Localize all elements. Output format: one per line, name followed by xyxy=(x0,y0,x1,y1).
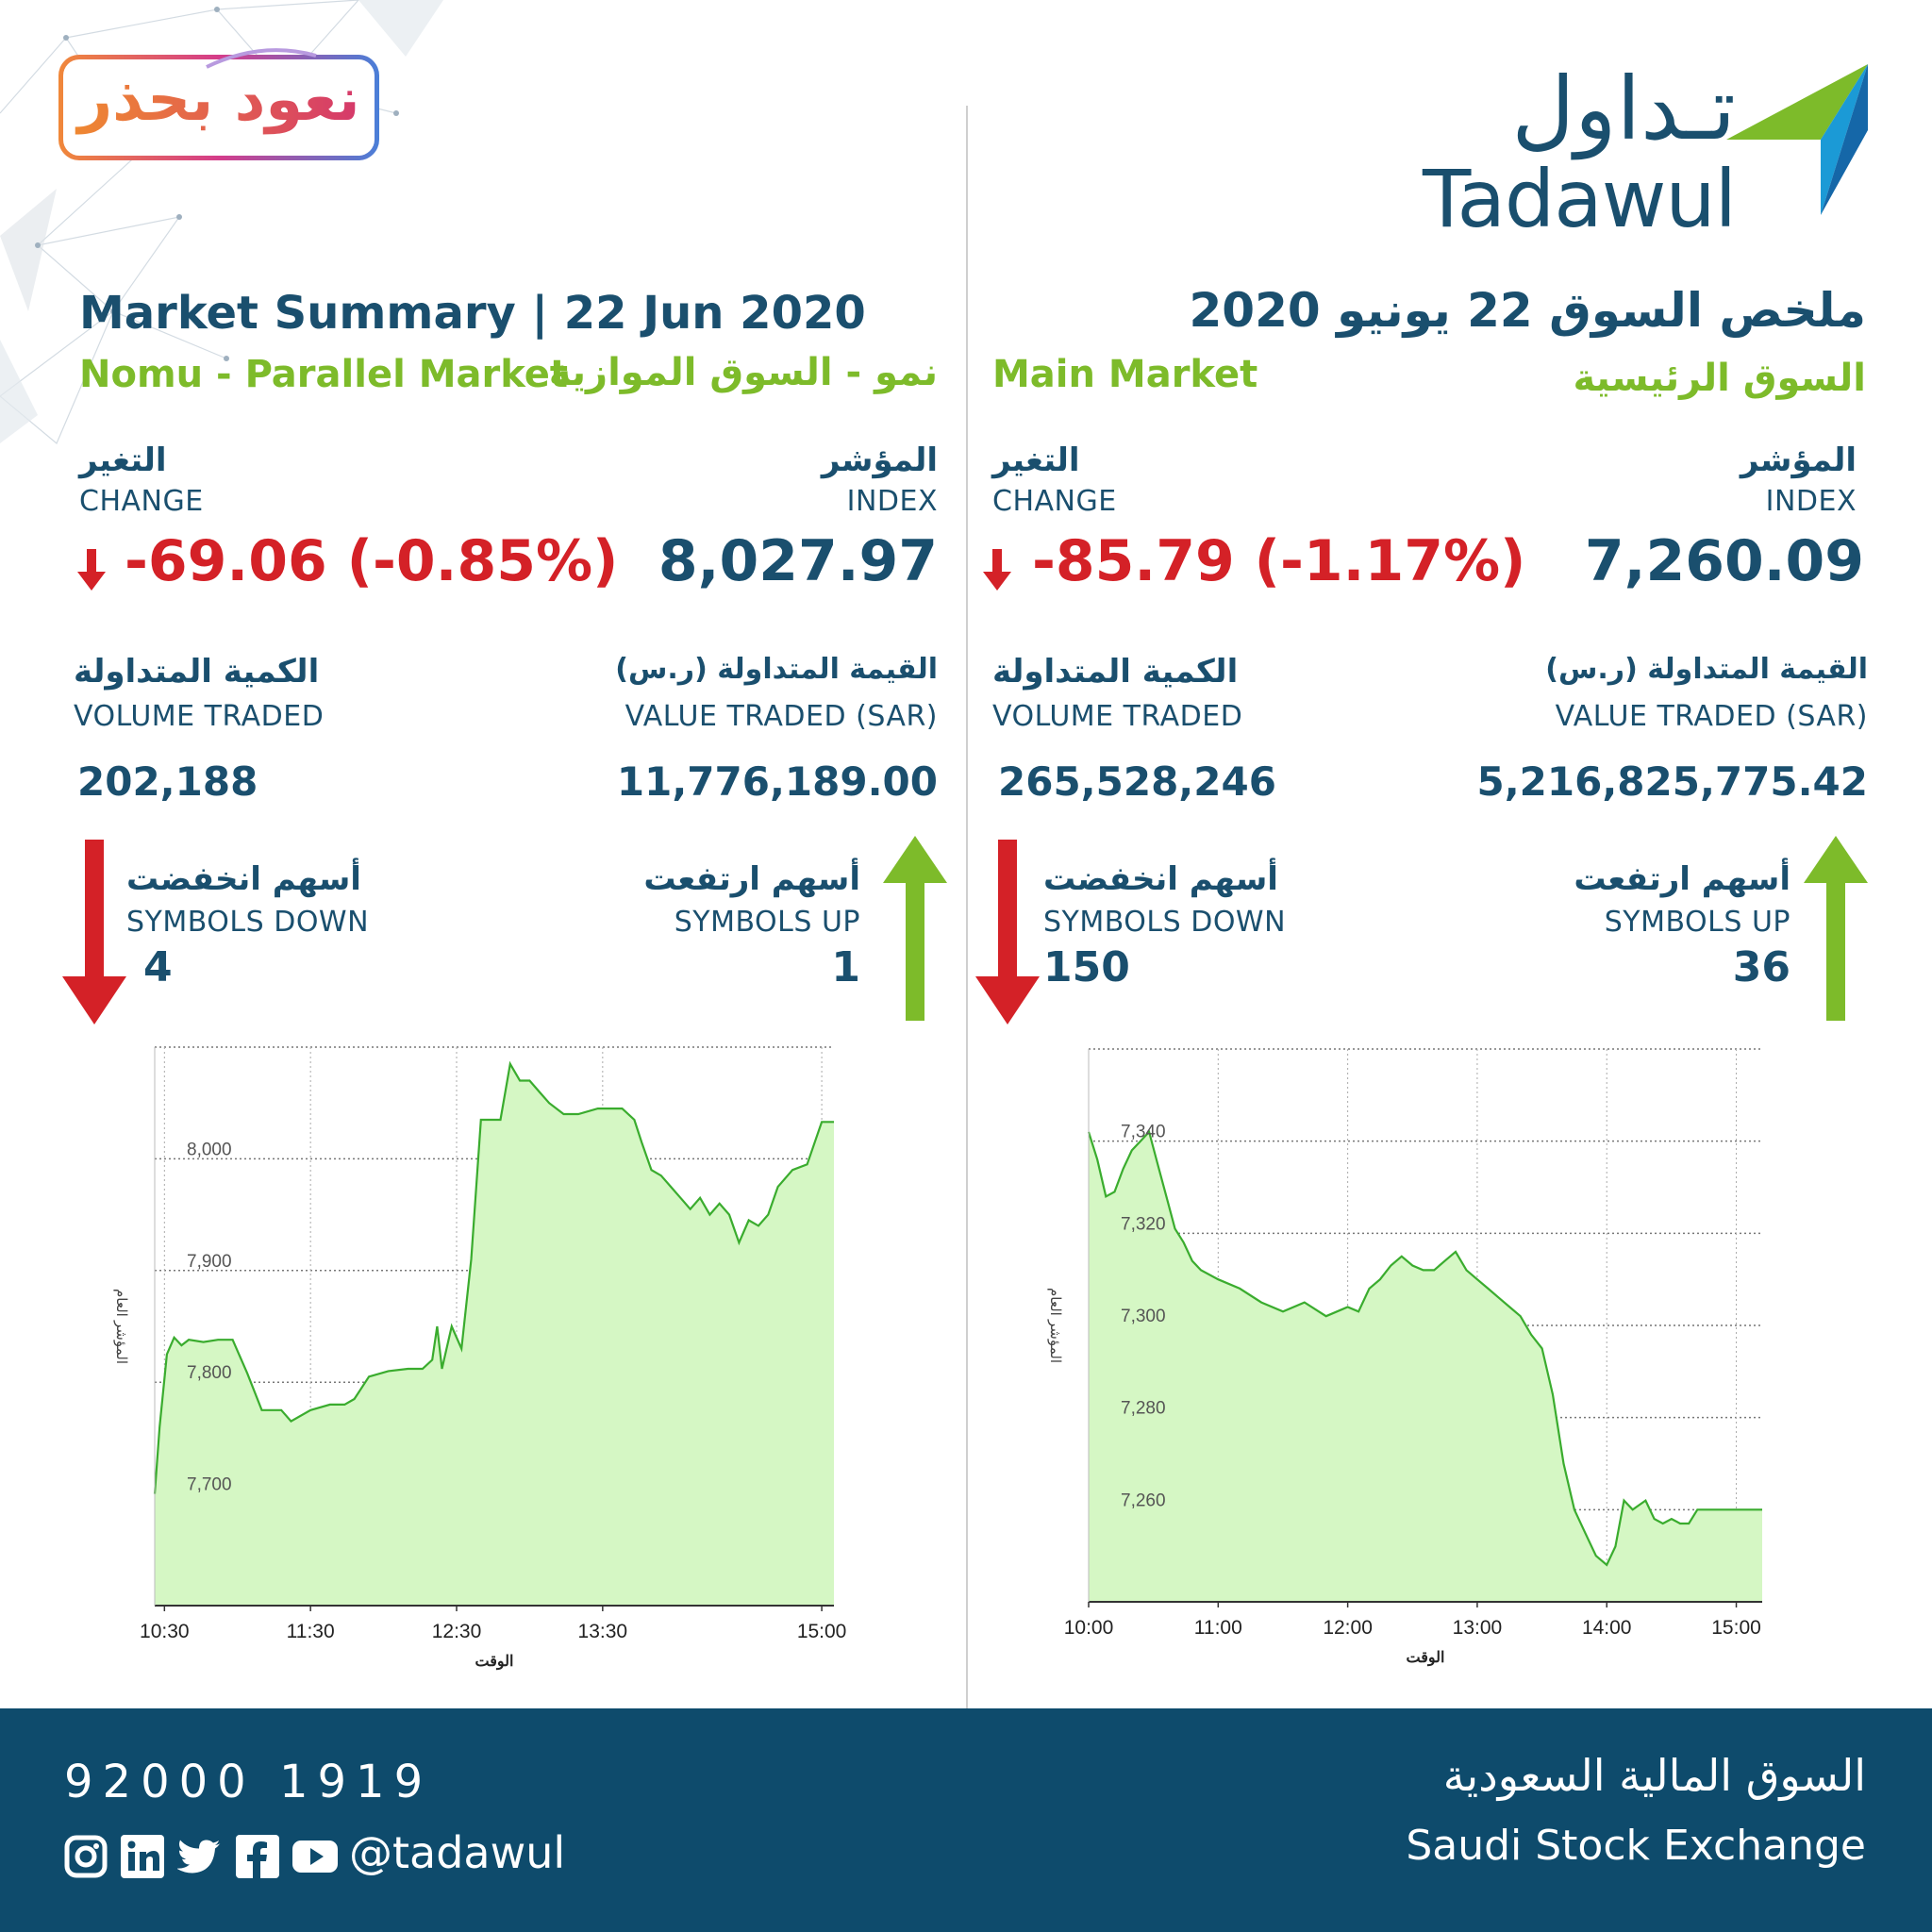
main-name-arabic: السوق الرئيسية xyxy=(1573,357,1866,400)
main-index-label-en: INDEX xyxy=(1765,485,1857,518)
nomu-chart-ytick-label: 7,800 xyxy=(187,1363,232,1383)
title-english: Market Summary | 22 Jun 2020 xyxy=(79,287,866,340)
main-chart-ytick-label: 7,340 xyxy=(1121,1123,1166,1142)
nomu-change-label-en: CHANGE xyxy=(79,485,204,518)
nomu-name-english: Nomu - Parallel Market xyxy=(79,353,569,396)
main-change-value: -85.79 (-1.17%) xyxy=(1032,528,1526,594)
footer-exchange-english: Saudi Stock Exchange xyxy=(1406,1822,1866,1870)
main-volume-label-ar: الكمية المتداولة xyxy=(992,653,1239,691)
nomu-chart-xtick-label: 11:30 xyxy=(287,1621,335,1642)
main-chart-ytick-label: 7,260 xyxy=(1121,1491,1166,1510)
nomu-name-arabic: نمو - السوق الموازية xyxy=(548,351,938,394)
nomu-symbols-up-count: 1 xyxy=(831,943,860,991)
main-change-label-ar: التغير xyxy=(992,441,1080,479)
nomu-index-chart: 7,700 7,800 7,900 8,000 10:30 11:30 12:30 13:30… xyxy=(113,1046,847,1671)
linkedin-icon[interactable] xyxy=(121,1835,164,1878)
twitter-icon[interactable] xyxy=(177,1835,223,1878)
nomu-value-traded: 11,776,189.00 xyxy=(616,758,938,805)
nomu-index-label-ar: المؤشر xyxy=(821,441,938,479)
main-value-label-en: VALUE TRADED (SAR) xyxy=(1555,700,1868,733)
nomu-chart-ytick-label: 7,700 xyxy=(187,1475,232,1495)
main-symbols-up-count: 36 xyxy=(1732,943,1790,991)
nomu-symbols-down-arrow-icon xyxy=(62,840,126,1024)
background-network-pattern xyxy=(0,0,443,444)
main-change-down-arrow-icon xyxy=(983,549,1011,591)
nomu-chart-xtick-label: 15:00 xyxy=(797,1621,847,1642)
nomu-chart-xaxis-title: الوقت xyxy=(475,1654,514,1671)
nomu-chart-area xyxy=(155,1063,834,1606)
main-chart-ytick-label: 7,280 xyxy=(1121,1399,1166,1419)
main-change-label-en: CHANGE xyxy=(992,485,1117,518)
logo-arabic: تـداول xyxy=(1511,58,1736,159)
column-divider xyxy=(966,106,968,1709)
nomu-index-value: 8,027.97 xyxy=(658,528,938,594)
nomu-value-label-en: VALUE TRADED (SAR) xyxy=(625,700,938,733)
main-volume-value: 265,528,246 xyxy=(998,758,1276,805)
nomu-chart-series-line xyxy=(153,1060,834,1494)
tadawul-logo: تـداول Tadawul xyxy=(1423,58,1868,245)
main-symbols-up-label-en: SYMBOLS UP xyxy=(1604,906,1790,939)
main-chart-xaxis-title: الوقت xyxy=(1407,1650,1445,1667)
nomu-chart-xtick-label: 10:30 xyxy=(140,1621,190,1642)
nomu-volume-value: 202,188 xyxy=(77,758,258,805)
nomu-index-label-en: INDEX xyxy=(846,485,938,518)
main-name-english: Main Market xyxy=(992,353,1258,396)
main-chart-xtick-label: 11:00 xyxy=(1194,1617,1242,1639)
main-index-chart: 7,260 7,280 7,300 7,320 7,340 10:00 11:00 12:00… xyxy=(1047,1048,1762,1667)
main-chart-xtick-label: 13:00 xyxy=(1453,1617,1503,1639)
footer-handle[interactable]: @tadawul xyxy=(349,1827,566,1878)
nomu-chart-xtick-label: 12:30 xyxy=(432,1621,482,1642)
main-symbols-up-arrow-icon xyxy=(1804,836,1868,1021)
main-symbols-down-arrow-icon xyxy=(975,840,1040,1024)
main-chart-ytick-label: 7,300 xyxy=(1121,1307,1166,1326)
logo-mark-icon xyxy=(1726,64,1868,215)
nomu-volume-label-ar: الكمية المتداولة xyxy=(74,653,320,691)
badge-swoosh-icon xyxy=(206,48,317,69)
main-chart-xtick-label: 10:00 xyxy=(1064,1617,1114,1639)
nomu-symbols-down-label-en: SYMBOLS DOWN xyxy=(126,906,370,939)
footer-bar: 92000 1919 @tadawul السوق المالية السعود… xyxy=(0,1708,1932,1932)
badge-text: نعود بحذر xyxy=(63,65,375,135)
nomu-symbols-down-label-ar: أسهم انخفضت xyxy=(126,860,361,898)
main-chart-ytick-label: 7,320 xyxy=(1121,1214,1166,1234)
nomu-value-label-ar: القيمة المتداولة (ر.س) xyxy=(615,653,938,686)
main-index-label-ar: المؤشر xyxy=(1740,441,1857,479)
nomu-chart-ytick-label: 8,000 xyxy=(187,1140,232,1159)
main-index-value: 7,260.09 xyxy=(1584,528,1864,594)
main-chart-series-line xyxy=(1087,1129,1762,1567)
main-chart-yaxis-title: المؤشر العام xyxy=(1047,1288,1063,1363)
main-chart-xtick-label: 12:00 xyxy=(1323,1617,1373,1639)
nomu-change-value: -69.06 (-0.85%) xyxy=(125,528,619,594)
nomu-symbols-down-count: 4 xyxy=(143,943,173,991)
nomu-symbols-up-label-en: SYMBOLS UP xyxy=(674,906,860,939)
main-chart-area xyxy=(1089,1131,1762,1602)
youtube-icon[interactable] xyxy=(292,1835,338,1878)
main-chart-xtick-label: 14:00 xyxy=(1582,1617,1632,1639)
main-chart-xtick-label: 15:00 xyxy=(1711,1617,1761,1639)
main-value-label-ar: القيمة المتداولة (ر.س) xyxy=(1545,653,1868,686)
main-symbols-down-label-ar: أسهم انخفضت xyxy=(1043,860,1278,898)
nomu-change-down-arrow-icon xyxy=(77,549,106,591)
main-symbols-down-label-en: SYMBOLS DOWN xyxy=(1043,906,1287,939)
footer-phone: 92000 1919 xyxy=(64,1756,433,1808)
footer-exchange-arabic: السوق المالية السعودية xyxy=(1442,1750,1866,1801)
nomu-chart-xtick-label: 13:30 xyxy=(578,1621,628,1642)
nomu-change-label-ar: التغير xyxy=(79,441,167,479)
nomu-volume-label-en: VOLUME TRADED xyxy=(74,700,325,733)
facebook-icon[interactable] xyxy=(236,1835,279,1878)
nomu-chart-yaxis-title: المؤشر العام xyxy=(113,1289,129,1364)
instagram-icon[interactable] xyxy=(64,1835,108,1878)
main-value-traded: 5,216,825,775.42 xyxy=(1476,758,1868,805)
nomu-symbols-up-label-ar: أسهم ارتفعت xyxy=(643,860,860,898)
campaign-badge: نعود بحذر xyxy=(58,48,379,160)
logo-latin: Tadawul xyxy=(1423,153,1737,245)
nomu-symbols-up-arrow-icon xyxy=(883,836,947,1021)
main-symbols-up-label-ar: أسهم ارتفعت xyxy=(1574,860,1790,898)
nomu-chart-ytick-label: 7,900 xyxy=(187,1252,232,1272)
main-symbols-down-count: 150 xyxy=(1043,943,1130,991)
title-arabic: ملخص السوق 22 يونيو 2020 xyxy=(1189,283,1866,338)
main-volume-label-en: VOLUME TRADED xyxy=(992,700,1243,733)
